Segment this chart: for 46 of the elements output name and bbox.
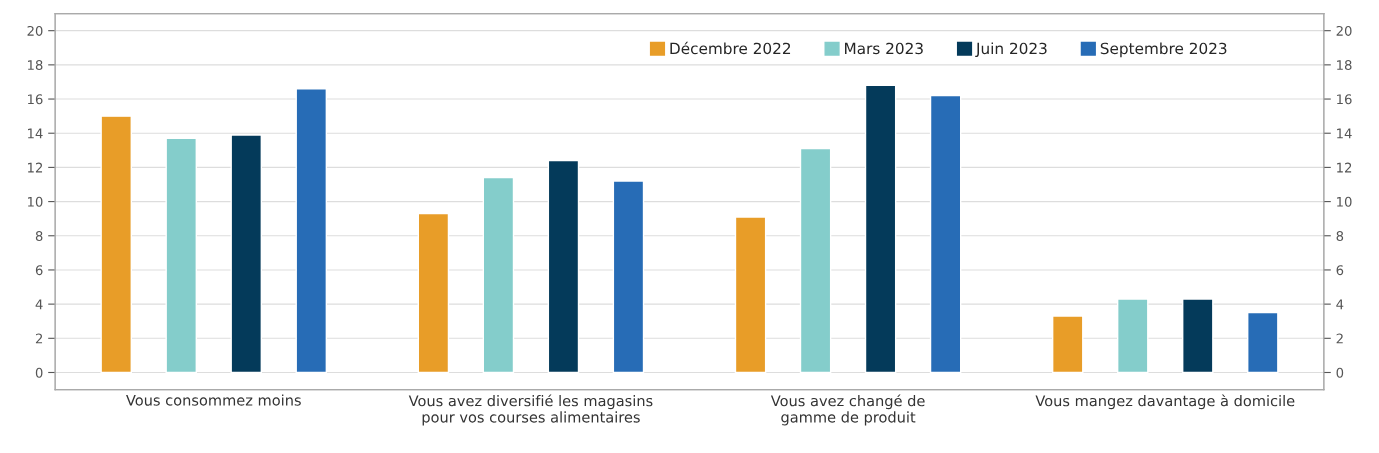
bar <box>929 94 962 374</box>
y-tick-label: 8 <box>35 230 43 241</box>
bar <box>417 212 450 374</box>
bar <box>1247 311 1279 374</box>
bar <box>799 147 832 374</box>
y2-tick-label: 8 <box>1336 230 1344 241</box>
y-tick-label: 6 <box>35 265 43 276</box>
y2-tick-label: 6 <box>1336 265 1344 276</box>
y-tick-label: 20 <box>27 25 43 36</box>
bar <box>1116 298 1149 374</box>
bar <box>864 84 897 374</box>
y2-tick-label: 2 <box>1336 333 1343 344</box>
legend-label: Décembre 2022 <box>670 41 791 55</box>
y-tick-label: 4 <box>35 299 43 310</box>
y-tick-label: 2 <box>35 333 43 344</box>
y-tick-label: 14 <box>28 128 43 139</box>
y-tick-label: 0 <box>35 367 43 378</box>
y-tick-label: 10 <box>28 196 43 207</box>
y2-tick-label: 12 <box>1337 162 1352 173</box>
y-tick-label: 18 <box>28 60 43 71</box>
x-tick-label: Vous mangez davantage à domicile <box>1035 394 1295 410</box>
y2-tick-label: 16 <box>1337 94 1352 105</box>
bar <box>1182 298 1214 374</box>
legend-label: Septembre 2023 <box>1100 42 1227 58</box>
legend-label: Mars 2023 <box>845 42 923 55</box>
y-tick-label: 12 <box>28 162 43 173</box>
bar <box>482 176 515 374</box>
bar <box>295 88 328 374</box>
bar <box>1051 315 1084 374</box>
x-tick-label: Vous consommez moins <box>126 394 301 406</box>
y2-tick-label: 20 <box>1336 25 1352 36</box>
bar <box>612 180 645 374</box>
bar <box>734 216 767 374</box>
bar <box>230 134 263 374</box>
y2-tick-label: 10 <box>1337 196 1352 207</box>
bar <box>100 115 132 374</box>
x-tick-label: Vous avez changé de gamme de produit <box>770 394 925 426</box>
y2-tick-label: 18 <box>1337 60 1352 71</box>
x-tick-label: Vous avez diversifié les magasins pour vos courses alimentaires <box>408 394 653 426</box>
y2-tick-label: 0 <box>1336 367 1344 378</box>
legend-label: Juin 2023 <box>975 42 1047 58</box>
y2-tick-label: 14 <box>1337 128 1352 139</box>
bar <box>165 137 197 374</box>
y-tick-label: 16 <box>28 94 43 105</box>
y2-tick-label: 4 <box>1336 299 1344 310</box>
bar <box>547 159 580 374</box>
